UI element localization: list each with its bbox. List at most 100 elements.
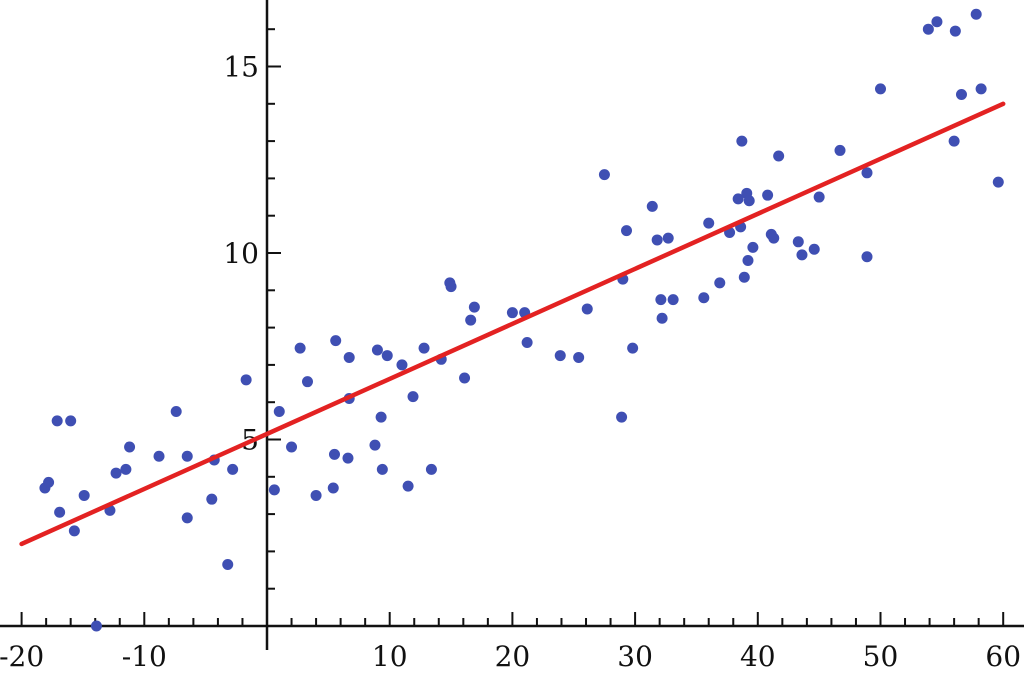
data-point	[747, 241, 759, 253]
data-point	[468, 301, 480, 313]
data-point	[273, 406, 285, 418]
data-point	[418, 342, 430, 354]
data-point	[153, 450, 165, 462]
data-point	[627, 342, 639, 354]
data-point	[54, 506, 66, 518]
x-tick-label: -10	[122, 640, 167, 673]
data-point	[206, 493, 218, 505]
data-point	[573, 351, 585, 363]
data-point	[124, 441, 136, 453]
data-point	[736, 135, 748, 147]
data-point	[65, 415, 77, 427]
data-point	[738, 271, 750, 283]
data-point	[621, 225, 633, 237]
data-point	[181, 450, 193, 462]
x-tick-label: 40	[740, 640, 776, 673]
data-point	[651, 234, 663, 246]
data-point	[68, 525, 80, 537]
data-point	[768, 232, 780, 244]
data-point	[396, 359, 408, 371]
data-point	[506, 307, 518, 319]
data-point	[655, 294, 667, 306]
data-point	[970, 8, 982, 20]
data-point	[343, 351, 355, 363]
data-point	[521, 337, 533, 349]
data-point	[861, 167, 873, 179]
data-point	[120, 463, 132, 475]
data-point	[375, 411, 387, 423]
data-point	[330, 335, 342, 347]
major-ticks	[20, 65, 1005, 626]
data-point	[554, 350, 566, 362]
data-point	[796, 249, 808, 261]
data-point	[808, 243, 820, 255]
x-tick-label: 30	[617, 640, 653, 673]
data-point	[662, 232, 674, 244]
data-point	[381, 350, 393, 362]
data-point	[376, 463, 388, 475]
data-point	[813, 191, 825, 203]
x-tick-label: -20	[0, 640, 44, 673]
y-tick-label: 10	[223, 237, 259, 270]
data-point	[656, 312, 668, 324]
data-point	[328, 448, 340, 460]
data-point	[742, 254, 754, 266]
data-point	[268, 484, 280, 496]
data-point	[369, 439, 381, 451]
data-point	[459, 372, 471, 384]
data-point	[975, 83, 987, 95]
data-point	[286, 441, 298, 453]
data-point	[834, 144, 846, 156]
data-point	[371, 344, 383, 356]
data-point	[342, 452, 354, 464]
data-point	[90, 620, 102, 632]
data-point	[465, 314, 477, 326]
data-point	[773, 150, 785, 162]
data-point	[698, 292, 710, 304]
data-point	[581, 303, 593, 315]
minor-ticks	[45, 28, 980, 626]
data-point	[170, 406, 182, 418]
data-point	[667, 294, 679, 306]
data-point	[762, 189, 774, 201]
data-point	[714, 277, 726, 289]
data-point	[931, 16, 943, 28]
data-point	[646, 200, 658, 212]
data-point	[949, 25, 961, 37]
data-point	[948, 135, 960, 147]
data-point	[732, 193, 744, 205]
data-points	[39, 8, 1004, 632]
data-point	[294, 342, 306, 354]
x-tick-label: 60	[985, 640, 1021, 673]
data-point	[222, 558, 234, 570]
data-point	[861, 251, 873, 263]
data-point	[78, 489, 90, 501]
data-point	[992, 176, 1004, 188]
x-tick-label: 10	[372, 640, 408, 673]
data-point	[792, 236, 804, 248]
x-tick-label: 50	[863, 640, 899, 673]
data-point	[310, 489, 322, 501]
x-tick-label: 20	[495, 640, 531, 673]
data-point	[240, 374, 252, 386]
data-point	[598, 169, 610, 181]
data-point	[227, 463, 239, 475]
data-point	[43, 476, 55, 488]
data-point	[301, 376, 313, 388]
data-point	[327, 482, 339, 494]
data-point	[110, 467, 122, 479]
data-point	[181, 512, 193, 524]
data-point	[955, 88, 967, 100]
data-point	[51, 415, 63, 427]
data-point	[402, 480, 414, 492]
data-point	[425, 463, 437, 475]
data-point	[445, 281, 457, 293]
data-point	[875, 83, 886, 95]
data-point	[743, 195, 755, 207]
y-tick-label: 15	[223, 51, 259, 84]
data-point	[407, 391, 419, 403]
data-point	[616, 411, 628, 423]
data-point	[922, 23, 934, 35]
